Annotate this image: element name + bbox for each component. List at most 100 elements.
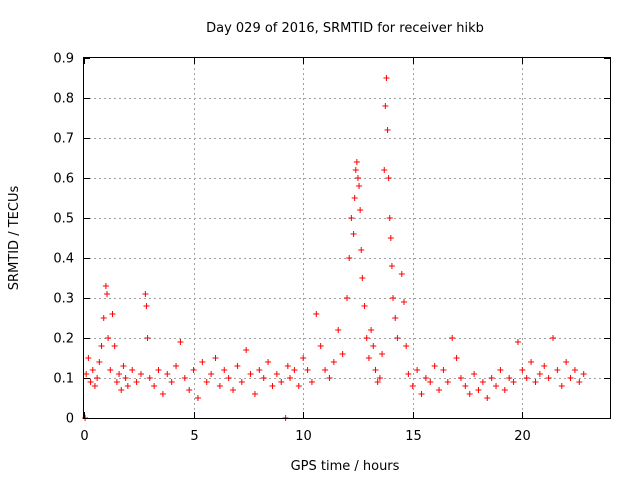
y-tick-label: 0.9 <box>53 52 74 67</box>
data-point <box>357 207 364 213</box>
data-point <box>335 327 342 333</box>
data-point <box>322 367 329 373</box>
data-point <box>365 355 372 361</box>
data-point <box>400 299 407 305</box>
data-point <box>98 343 105 349</box>
data-point <box>118 387 125 393</box>
y-tick-label: 0.4 <box>53 252 74 267</box>
data-point <box>238 379 245 385</box>
data-point <box>414 367 421 373</box>
data-point <box>571 367 578 373</box>
data-point <box>273 371 280 377</box>
data-point <box>361 303 368 309</box>
data-point <box>510 379 517 385</box>
data-point <box>348 215 355 221</box>
data-point <box>379 351 386 357</box>
data-point <box>471 371 478 377</box>
data-point <box>383 75 390 81</box>
data-point <box>488 375 495 381</box>
data-point <box>390 295 397 301</box>
data-points-layer <box>82 75 587 421</box>
data-point <box>186 387 193 393</box>
y-tick-labels: 0 0.1 0.2 0.3 0.4 0.5 0.6 0.7 0.8 0.9 <box>53 52 74 427</box>
data-point <box>212 355 219 361</box>
data-point <box>436 387 443 393</box>
data-point <box>243 347 250 353</box>
data-point <box>558 383 565 389</box>
data-point <box>109 311 116 317</box>
data-point <box>351 195 358 201</box>
data-point <box>422 375 429 381</box>
data-point <box>208 371 215 377</box>
data-point <box>181 375 188 381</box>
x-tick-label: 0 <box>80 429 88 444</box>
data-point <box>122 375 129 381</box>
data-point <box>230 387 237 393</box>
data-point <box>550 335 557 341</box>
data-point <box>541 363 548 369</box>
data-point <box>133 379 140 385</box>
data-point <box>385 175 392 181</box>
data-point <box>497 367 504 373</box>
data-point <box>203 379 210 385</box>
data-point <box>449 335 456 341</box>
data-point <box>523 375 530 381</box>
data-point <box>466 391 473 397</box>
data-point <box>287 375 294 381</box>
data-point <box>111 343 118 349</box>
data-point <box>144 335 151 341</box>
data-point <box>440 367 447 373</box>
x-tick-label: 15 <box>405 429 422 444</box>
data-point <box>381 167 388 173</box>
data-point <box>300 355 307 361</box>
ticks-layer <box>84 58 610 419</box>
data-point <box>155 367 162 373</box>
y-tick-label: 0.8 <box>53 92 74 107</box>
data-point <box>536 371 543 377</box>
data-point <box>386 215 393 221</box>
data-point <box>173 363 180 369</box>
data-point <box>528 359 535 365</box>
data-point <box>129 367 136 373</box>
data-point <box>374 379 381 385</box>
data-point <box>532 379 539 385</box>
plot-frame <box>83 57 611 419</box>
data-point <box>159 391 166 397</box>
data-point <box>91 383 98 389</box>
data-point <box>330 359 337 365</box>
data-point <box>100 315 107 321</box>
data-point <box>431 363 438 369</box>
y-tick-label: 0.5 <box>53 212 74 227</box>
data-point <box>567 375 574 381</box>
data-point <box>493 383 500 389</box>
data-point <box>304 367 311 373</box>
data-point <box>221 367 228 373</box>
data-point <box>251 391 258 397</box>
data-point <box>409 383 416 389</box>
data-point <box>372 367 379 373</box>
data-point <box>151 383 158 389</box>
data-point <box>368 327 375 333</box>
data-point <box>387 235 394 241</box>
data-point <box>398 271 405 277</box>
data-point <box>260 375 267 381</box>
data-point <box>501 387 508 393</box>
data-point <box>146 375 153 381</box>
data-point <box>563 359 570 365</box>
data-point <box>124 383 131 389</box>
data-point <box>278 379 285 385</box>
data-point <box>384 127 391 133</box>
y-tick-label: 0 <box>66 412 74 427</box>
data-point <box>94 375 101 381</box>
data-point <box>427 379 434 385</box>
x-axis-label: GPS time / hours <box>291 459 400 474</box>
data-point <box>104 291 111 297</box>
data-point <box>354 175 361 181</box>
data-point <box>392 315 399 321</box>
data-point <box>199 359 206 365</box>
data-point <box>356 183 363 189</box>
data-point <box>326 375 333 381</box>
data-point <box>234 363 241 369</box>
y-tick-label: 0.6 <box>53 172 74 187</box>
y-tick-label: 0.3 <box>53 292 74 307</box>
